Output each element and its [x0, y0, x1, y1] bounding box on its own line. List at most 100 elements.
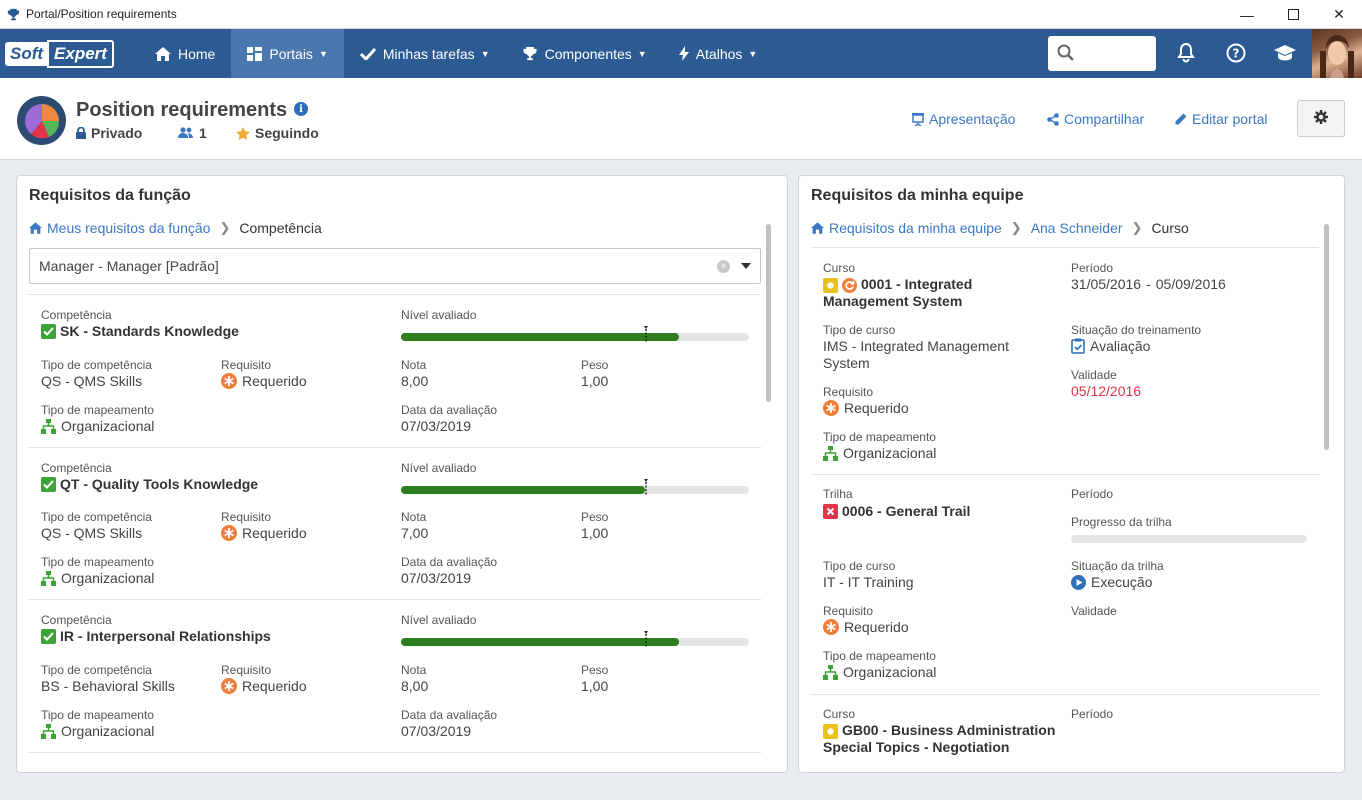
bell-icon[interactable]	[1174, 41, 1198, 65]
training-status-label: Situação do treinamento	[1071, 323, 1202, 337]
period-label: Período	[1071, 707, 1114, 721]
requirement-text: Requerido	[242, 373, 307, 389]
nav-portais[interactable]: Portais ▼	[231, 29, 344, 78]
nav-componentes[interactable]: Componentes ▼	[506, 29, 663, 78]
nav-home[interactable]: Home	[139, 29, 231, 78]
competency-type-label: Tipo de competência	[41, 663, 152, 677]
divider	[811, 474, 1319, 475]
user-avatar[interactable]	[1312, 29, 1362, 78]
mapping-type-label: Tipo de mapeamento	[41, 555, 154, 569]
requirement-text: Requerido	[844, 400, 909, 416]
panel-title: Requisitos da minha equipe	[811, 187, 1024, 204]
info-icon[interactable]: i	[294, 102, 308, 116]
settings-button[interactable]	[1297, 100, 1345, 137]
level-label: Nível avaliado	[401, 461, 477, 475]
svg-text:?: ?	[1233, 47, 1240, 61]
level-progress-fill	[401, 486, 645, 494]
members-indicator[interactable]: 1	[178, 125, 207, 141]
training-status-value: Avaliação	[1071, 338, 1150, 354]
grade-value: 7,00	[401, 525, 429, 541]
checkbox-checked-icon	[41, 324, 56, 339]
validity-label: Validade	[1071, 368, 1117, 382]
trail-status-label: Situação da trilha	[1071, 559, 1164, 573]
scrollbar[interactable]	[1324, 224, 1329, 450]
checkbox-checked-icon	[41, 477, 56, 492]
validity-value: 05/12/2016	[1071, 383, 1142, 399]
home-icon	[811, 222, 824, 234]
required-asterisk-icon	[823, 400, 839, 416]
top-navbar: Soft Expert Home Portais ▼ Minhas tarefas…	[0, 29, 1362, 78]
search-input[interactable]	[1048, 36, 1156, 71]
course-name: GB00 - Business Administration Special To…	[823, 722, 1055, 756]
maximize-button[interactable]	[1270, 0, 1316, 29]
divider	[811, 247, 1319, 248]
competency-type-value: QS - QMS Skills	[41, 525, 143, 541]
mapping-type-text: Organizacional	[61, 723, 155, 739]
requirement-label: Requisito	[221, 510, 272, 524]
course-name-line2: Special Topics - Negotiation	[823, 739, 1010, 755]
edit-portal-link[interactable]: Editar portal	[1174, 111, 1267, 127]
mapping-type-label: Tipo de mapeamento	[41, 403, 154, 417]
breadcrumb-current: Competência	[239, 220, 322, 236]
course-name-line1: 0001 - Integrated	[861, 276, 973, 292]
level-progress-fill	[401, 333, 680, 341]
team-requirements-panel: Requisitos da minha equipe Requisitos da…	[798, 175, 1345, 773]
presentation-link[interactable]: Apresentação	[912, 111, 1015, 127]
logo-soft-text: Soft	[5, 41, 48, 66]
course-type-line2: System	[823, 355, 870, 371]
share-link[interactable]: Compartilhar	[1047, 111, 1144, 127]
divider	[29, 599, 761, 600]
edit-portal-label: Editar portal	[1192, 111, 1268, 127]
mapping-type-value: Organizacional	[823, 664, 936, 680]
requirement-label: Requisito	[221, 663, 272, 677]
mapping-type-value: Organizacional	[823, 445, 936, 461]
target-marker	[643, 326, 648, 342]
window-title: Portal/Position requirements	[26, 7, 177, 21]
chevron-right-icon: ❯	[1131, 220, 1143, 235]
softexpert-logo[interactable]: Soft Expert	[5, 39, 131, 68]
divider	[29, 447, 761, 448]
breadcrumb-link-person[interactable]: Ana Schneider	[1030, 220, 1123, 236]
minimize-button[interactable]: —	[1240, 6, 1254, 23]
scrollbar[interactable]	[766, 224, 771, 402]
eval-date-label: Data da avaliação	[401, 708, 498, 722]
grade-value: 8,00	[401, 373, 429, 389]
help-icon[interactable]: ?	[1224, 41, 1248, 65]
mapping-type-text: Organizacional	[61, 418, 155, 434]
presentation-label: Apresentação	[929, 111, 1016, 127]
grade-label: Nota	[401, 510, 427, 524]
check-icon	[359, 47, 376, 60]
page-header: Position requirements i Privado 1 Seguin…	[0, 78, 1362, 160]
share-icon	[1047, 112, 1059, 126]
pencil-icon	[1174, 113, 1187, 126]
requirement-text: Requerido	[242, 525, 307, 541]
breadcrumb: Meus requisitos da função ❯ Competência	[29, 220, 322, 236]
eval-date-value: 07/03/2019	[401, 570, 472, 586]
graduation-cap-icon[interactable]	[1273, 41, 1297, 65]
eval-date-label: Data da avaliação	[401, 403, 498, 417]
breadcrumb-link-team-requirements[interactable]: Requisitos da minha equipe	[829, 220, 1002, 236]
org-chart-icon	[41, 570, 56, 586]
kind-label: Curso	[823, 707, 856, 721]
presentation-icon	[912, 112, 924, 126]
trail-name-text: 0006 - General Trail	[842, 503, 971, 519]
position-select[interactable]: Manager - Manager [Padrão] ×	[29, 248, 761, 284]
close-button[interactable]: ✕	[1333, 6, 1345, 22]
users-icon	[178, 127, 194, 139]
mapping-type-text: Organizacional	[843, 445, 937, 461]
nav-atalhos[interactable]: Atalhos ▼	[663, 29, 774, 78]
course-name-text: GB00 - Business Administration Special To…	[823, 722, 1055, 756]
competency-name-text: SK - Standards Knowledge	[60, 323, 239, 339]
target-marker	[643, 631, 648, 647]
breadcrumb-link-my-requirements[interactable]: Meus requisitos da função	[47, 220, 211, 236]
weight-value: 1,00	[581, 678, 609, 694]
requirement-text: Requerido	[242, 678, 307, 694]
nav-minhas-tarefas[interactable]: Minhas tarefas ▼	[344, 29, 506, 78]
kind-label: Trilha	[823, 487, 853, 501]
following-indicator[interactable]: Seguindo	[236, 125, 319, 141]
trail-progress-label: Progresso da trilha	[1071, 515, 1172, 529]
clear-icon[interactable]: ×	[717, 260, 730, 273]
requirement-value: Requerido	[221, 373, 307, 389]
chevron-down-icon[interactable]	[741, 263, 751, 269]
competency-type-label: Tipo de competência	[41, 358, 152, 372]
